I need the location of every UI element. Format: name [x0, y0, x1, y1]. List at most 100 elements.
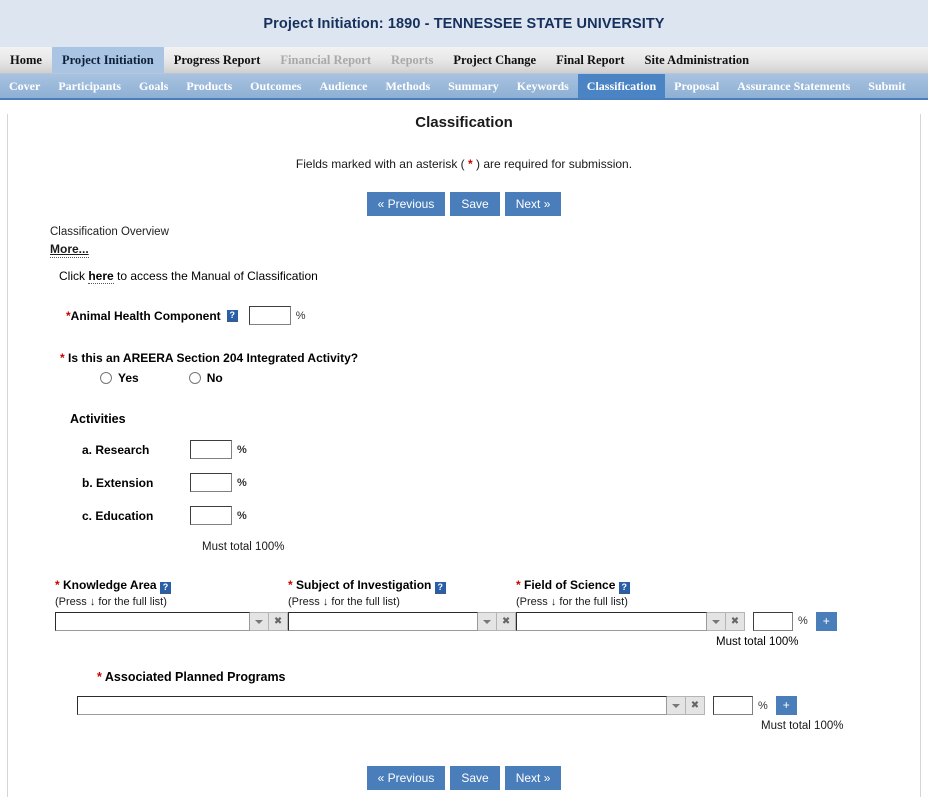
manual-text-post: to access the Manual of Classification [113, 269, 318, 283]
areera-yes-radio[interactable] [100, 372, 112, 384]
activity-row: a. Research% [82, 440, 900, 459]
knowledge-area-label: * Knowledge Area ? [55, 578, 288, 594]
sub-tab-audience[interactable]: Audience [310, 74, 376, 98]
areera-block: * Is this an AREERA Section 204 Integrat… [60, 351, 900, 385]
main-tab-home[interactable]: Home [0, 47, 52, 73]
sub-tab-cover[interactable]: Cover [0, 74, 49, 98]
sub-tab-keywords[interactable]: Keywords [508, 74, 578, 98]
note-text-post: ) are required for submission. [472, 157, 633, 171]
field-dropdown-button[interactable] [707, 612, 726, 631]
field-of-science-combo: ✖ % + [516, 612, 837, 631]
knowledge-area-combo: ✖ [55, 612, 288, 631]
areera-question: * Is this an AREERA Section 204 Integrat… [60, 351, 900, 365]
page-title: Classification [415, 114, 513, 131]
subject-asterisk: * [288, 578, 293, 592]
activities-rows: a. Research% b. Extension% c. Education% [50, 440, 900, 525]
sub-tab-submit[interactable]: Submit [859, 74, 914, 98]
areera-no-label: No [206, 371, 223, 385]
sub-tab-proposal[interactable]: Proposal [665, 74, 728, 98]
animal-health-label-text: Animal Health Component [70, 308, 221, 323]
next-button-top[interactable]: Next » [504, 192, 562, 216]
knowledge-area-dropdown-button[interactable] [250, 612, 270, 631]
app-add-button[interactable]: + [775, 696, 797, 715]
close-icon: ✖ [501, 615, 511, 627]
sub-tab-participants[interactable]: Participants [49, 74, 130, 98]
sub-tab-label: Cover [9, 78, 41, 93]
sub-tab-label: Audience [319, 78, 368, 93]
save-button-bottom[interactable]: Save [450, 766, 500, 790]
subject-of-investigation-help-icon[interactable]: ? [434, 582, 446, 594]
subject-dropdown-button[interactable] [478, 612, 498, 631]
main-tab-site-administration[interactable]: Site Administration [635, 47, 760, 73]
manual-text-pre: Click [59, 269, 89, 283]
main-tab-label: Financial Report [280, 52, 372, 67]
main-tab-label: Home [10, 52, 42, 67]
areera-question-text: Is this an AREERA Section 204 Integrated… [68, 351, 359, 365]
sub-tab-goals[interactable]: Goals [130, 74, 177, 98]
animal-health-help-icon[interactable]: ? [226, 309, 238, 322]
chevron-down-icon [483, 619, 492, 624]
associated-planned-programs-input[interactable] [77, 696, 667, 715]
sub-tab-classification[interactable]: Classification [577, 74, 666, 98]
next-button-bottom[interactable]: Next » [504, 766, 562, 790]
activity-label: c. Education [82, 508, 154, 523]
animal-health-percent-input[interactable] [248, 306, 291, 325]
sub-tab-methods[interactable]: Methods [376, 74, 439, 98]
subject-clear-button[interactable]: ✖ [497, 612, 517, 631]
activities-heading: Activities [70, 412, 126, 426]
previous-button-bottom[interactable]: « Previous [366, 766, 446, 790]
main-tab-bar: Home Project Initiation Progress Report Fin… [0, 47, 928, 74]
field-press-note: (Press ↓ for the full list) [516, 596, 628, 608]
sub-tab-label: Goals [139, 78, 169, 93]
more-link[interactable]: More... [50, 242, 89, 258]
animal-health-component-row: *Animal Health Component ? % [66, 306, 900, 325]
main-tab-final-report[interactable]: Final Report [546, 47, 634, 73]
app-percent-input[interactable] [713, 696, 753, 715]
areera-no-radio[interactable] [188, 372, 201, 384]
activities-must-total: Must total 100% [202, 541, 285, 553]
chevron-down-icon [712, 619, 720, 624]
field-of-science-help-icon[interactable]: ? [618, 582, 630, 594]
main-tab-progress-report[interactable]: Progress Report [164, 47, 271, 73]
sub-tab-summary[interactable]: Summary [439, 74, 508, 98]
subject-of-investigation-combo: ✖ [288, 612, 517, 631]
chevron-down-icon [672, 703, 680, 708]
field-of-science-input[interactable] [516, 612, 707, 631]
note-asterisk: * [467, 157, 473, 171]
knowledge-area-help-icon[interactable]: ? [159, 582, 171, 594]
manual-of-classification-line: Click here to access the Manual of Class… [59, 269, 900, 284]
sub-tab-outcomes[interactable]: Outcomes [241, 74, 310, 98]
main-tab-project-change[interactable]: Project Change [443, 47, 546, 73]
field-clear-button[interactable]: ✖ [726, 612, 745, 631]
animal-health-component-label: *Animal Health Component [66, 309, 221, 323]
app-dropdown-button[interactable] [667, 696, 686, 715]
app-clear-button[interactable]: ✖ [686, 696, 705, 715]
classification-add-button[interactable]: + [815, 612, 837, 631]
classification-form: Classification Overview More... Click he… [8, 226, 920, 732]
sub-tab-label: Classification [586, 78, 657, 93]
previous-button-top[interactable]: « Previous [366, 192, 446, 216]
bottom-nav-button-row: « Previous Save Next » [8, 766, 920, 790]
animal-health-percent-sign: % [295, 309, 306, 322]
classification-percent-input[interactable] [753, 612, 793, 631]
sub-tab-label: Summary [448, 78, 499, 93]
main-tab-project-initiation[interactable]: Project Initiation [51, 47, 164, 73]
knowledge-area-input[interactable] [55, 612, 251, 631]
knowledge-area-column: * Knowledge Area ? (Press ↓ for the full… [55, 578, 288, 648]
field-of-science-column: * Field of Science ? (Press ↓ for the fu… [516, 578, 837, 648]
sub-tab-products[interactable]: Products [177, 74, 241, 98]
manual-here-link[interactable]: here [88, 269, 114, 284]
activity-percent-input[interactable] [190, 440, 232, 459]
areera-yes-label: Yes [118, 371, 139, 385]
activity-percent-input[interactable] [190, 473, 232, 492]
subject-label-text: Subject of Investigation [296, 578, 432, 592]
chevron-down-icon [255, 619, 264, 624]
sub-tab-label: Submit [868, 78, 906, 93]
knowledge-area-clear-button[interactable]: ✖ [269, 612, 288, 631]
activity-percent-input[interactable] [190, 506, 232, 525]
classification-combo-section: * Knowledge Area ? (Press ↓ for the full… [55, 578, 900, 648]
activity-label: a. Research [82, 442, 150, 457]
subject-of-investigation-input[interactable] [288, 612, 479, 631]
sub-tab-assurance-statements[interactable]: Assurance Statements [728, 74, 859, 98]
save-button-top[interactable]: Save [450, 192, 500, 216]
